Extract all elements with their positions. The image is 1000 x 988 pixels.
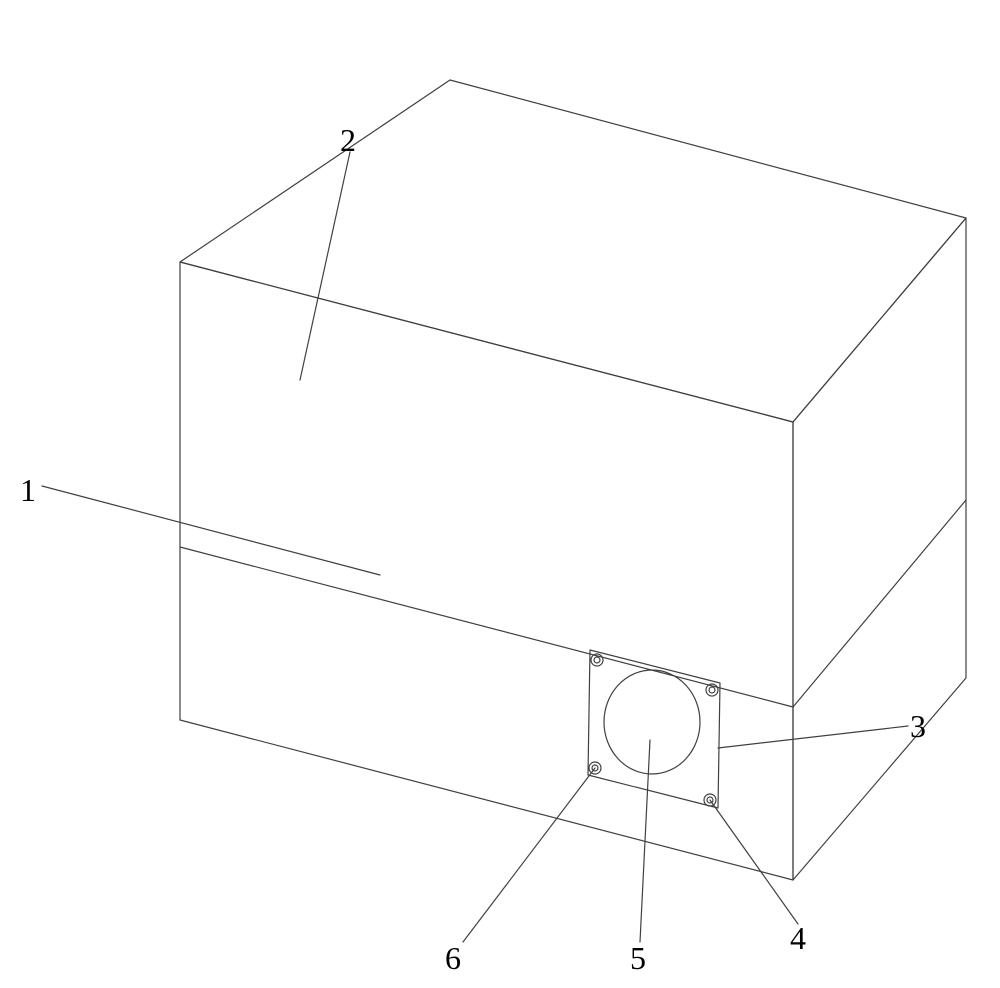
callout-label-3: 3 <box>910 708 926 745</box>
callout-label-2: 2 <box>340 122 356 159</box>
callout-label-6: 6 <box>445 940 461 977</box>
callout-label-4: 4 <box>790 920 806 957</box>
technical-drawing <box>0 0 1000 988</box>
callout-label-5: 5 <box>630 940 646 977</box>
callout-label-1: 1 <box>20 472 36 509</box>
